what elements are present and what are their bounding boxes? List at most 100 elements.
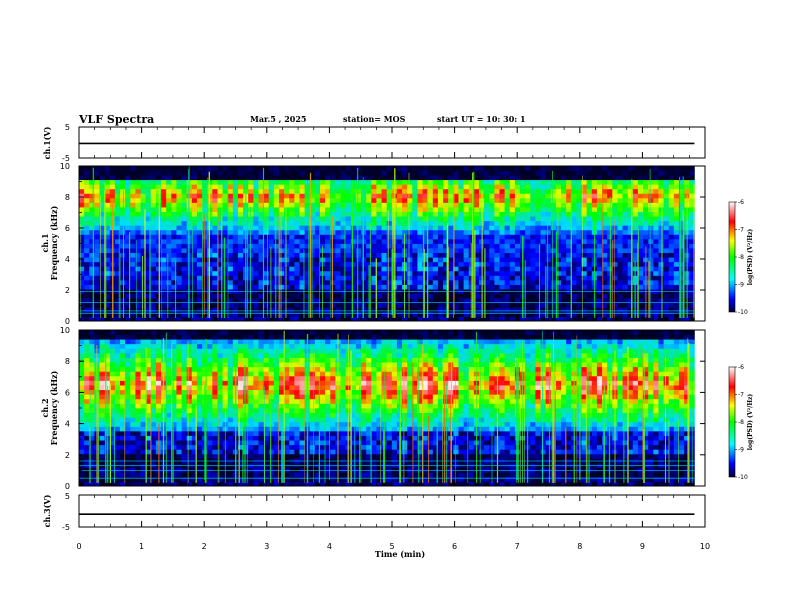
ch1-spectrogram-cell xyxy=(299,275,306,281)
ch1-spectrogram-cell xyxy=(94,229,100,235)
ch1-spectrogram-cell xyxy=(453,302,459,308)
ch1-spectrogram-cell xyxy=(120,252,126,258)
ch1-spectrogram-cell xyxy=(166,316,172,321)
ch1-spectrogram-cell xyxy=(581,234,588,240)
ch1-spectrogram-cell xyxy=(602,166,608,171)
ch1-spectrogram-cell xyxy=(135,279,141,285)
ch1-spectrogram-cell xyxy=(196,307,203,313)
ch1-spectrogram-cell xyxy=(79,257,85,263)
ch1-spectrogram-cell xyxy=(432,238,439,244)
ch1-spectrogram-cell xyxy=(417,302,423,308)
ch1-spectrogram-cell xyxy=(689,266,695,272)
ch2-spectrogram-cell xyxy=(150,408,157,413)
ch2-spectrogram-cell xyxy=(186,366,193,372)
ch1-spectrogram-cell xyxy=(535,179,541,185)
ch1-spectrogram-cell xyxy=(130,270,136,276)
ch1-spectrogram-cell xyxy=(284,307,290,313)
ch1-ytick-label: 4 xyxy=(65,255,70,264)
ch1-spectrogram-cell xyxy=(484,248,490,254)
ch1-spectrogram-cell xyxy=(273,261,280,267)
ch1-spectrogram-cell xyxy=(253,275,259,281)
ch1-spectrogram-cell xyxy=(602,266,608,272)
ch2-spectrogram-cell xyxy=(155,357,162,363)
ch1-spectrogram-cell xyxy=(412,316,418,321)
ch2-spectrogram-cell xyxy=(84,371,90,377)
ch2-spectrogram-cell xyxy=(104,481,111,486)
ch1-spectrogram-cell xyxy=(602,275,608,281)
ch1-spectrogram-cell xyxy=(499,298,506,304)
ch1-spectrogram-cell xyxy=(673,293,680,299)
ch2-spectrogram-cell xyxy=(109,453,116,459)
ch1-spectrogram-cell xyxy=(545,270,552,276)
ch1-spectrogram-cell xyxy=(494,202,500,208)
ch1-spectrogram-cell xyxy=(417,216,423,222)
ch1-spectrogram-cell xyxy=(202,284,208,290)
ch1-spectrogram-cell xyxy=(643,207,649,212)
ch2-spectrogram-cell xyxy=(171,398,177,404)
ch1-spectrogram-cell xyxy=(432,188,439,194)
ch1-spectrogram-cell xyxy=(545,207,552,212)
ch1-spectrogram-cell xyxy=(678,170,685,176)
ch1-spectrogram-cell xyxy=(386,311,393,317)
ch1-spectrogram-cell xyxy=(432,179,439,185)
ch1-spectrogram-cell xyxy=(232,170,239,176)
ch2-spectrogram-cell xyxy=(79,371,85,377)
ch1-spectrogram-cell xyxy=(114,293,121,299)
ch1-spectrogram-cell xyxy=(217,298,223,304)
ch1-spectrogram-cell xyxy=(325,202,331,208)
ch2-spectrogram-cell xyxy=(181,412,188,418)
ch1-spectrogram-cell xyxy=(448,307,454,313)
ch1-spectrogram-cell xyxy=(89,275,95,281)
ch2-spectrogram-cell xyxy=(181,449,188,455)
ch1-spectrogram-cell xyxy=(658,175,664,181)
ch1-spectrogram-cell xyxy=(330,184,336,190)
ch1-spectrogram-cell xyxy=(89,238,95,244)
ch2-spectrogram-cell xyxy=(89,352,95,358)
ch1-ytick-label: 8 xyxy=(65,193,70,202)
ch1-spectrogram-cell xyxy=(202,184,208,190)
ch2-spectrogram-cell xyxy=(99,412,106,418)
ch2-spectrogram-cell xyxy=(145,339,152,345)
ch1-spectrogram-cell xyxy=(412,234,418,240)
ch1-spectrogram-cell xyxy=(653,270,659,276)
ch1-spectrogram-cell xyxy=(94,316,100,321)
ch1-spectrogram-cell xyxy=(520,179,526,185)
ch1-spectrogram-cell xyxy=(350,270,357,276)
ch1-spectrogram-cell xyxy=(366,261,372,267)
ch1-spectrogram-cell xyxy=(125,211,131,217)
ch2-spectrogram-cell xyxy=(89,357,95,363)
ch1-spectrogram-cell xyxy=(248,279,254,285)
ch2-spectrogram-cell xyxy=(186,453,193,459)
ch1-spectrogram-cell xyxy=(371,184,377,190)
ch1-spectrogram-cell xyxy=(330,202,336,208)
ch1-spectrogram-cell xyxy=(222,302,229,308)
ch1-spectrogram-cell xyxy=(222,234,229,240)
ch1-spectrogram-cell xyxy=(658,252,664,258)
ch1-spectrogram-cell xyxy=(114,193,121,199)
ch1-spectrogram-cell xyxy=(463,261,470,267)
ch2-spectrogram-cell xyxy=(166,421,172,427)
ch1-spectrogram-cell xyxy=(689,293,695,299)
ch1-spectrogram-cell xyxy=(376,248,382,254)
ch1-spectrogram-cell xyxy=(371,257,377,263)
ch1-spectrogram-cell xyxy=(309,298,316,304)
ch1-spectrogram-cell xyxy=(263,248,270,254)
ch1-spectrogram-cell xyxy=(371,284,377,290)
ch1-spectrogram-cell xyxy=(355,298,362,304)
ch1-spectrogram-cell xyxy=(663,234,670,240)
ch1-spectrogram-cell xyxy=(361,316,367,321)
ch1-spectrogram-cell xyxy=(355,302,362,308)
ch1-spectrogram-cell xyxy=(202,175,208,181)
ch1-spectrogram-cell xyxy=(612,166,618,171)
ch1-spectrogram-cell xyxy=(232,238,239,244)
ch1-spectrogram-cell xyxy=(504,270,511,276)
ch1-spectrogram-cell xyxy=(258,211,265,217)
ch2-spectrogram-cell xyxy=(171,362,177,368)
ch1-spectrogram-cell xyxy=(299,229,306,235)
ch1-spectrogram-cell xyxy=(130,166,136,171)
ch1-spectrogram-cell xyxy=(494,220,500,226)
ch2-spectrogram-cell xyxy=(145,394,152,400)
ch1-spectrogram-cell xyxy=(448,270,454,276)
ch1-spectrogram-cell xyxy=(396,311,403,317)
ch1-spectrogram-cell xyxy=(658,179,664,185)
